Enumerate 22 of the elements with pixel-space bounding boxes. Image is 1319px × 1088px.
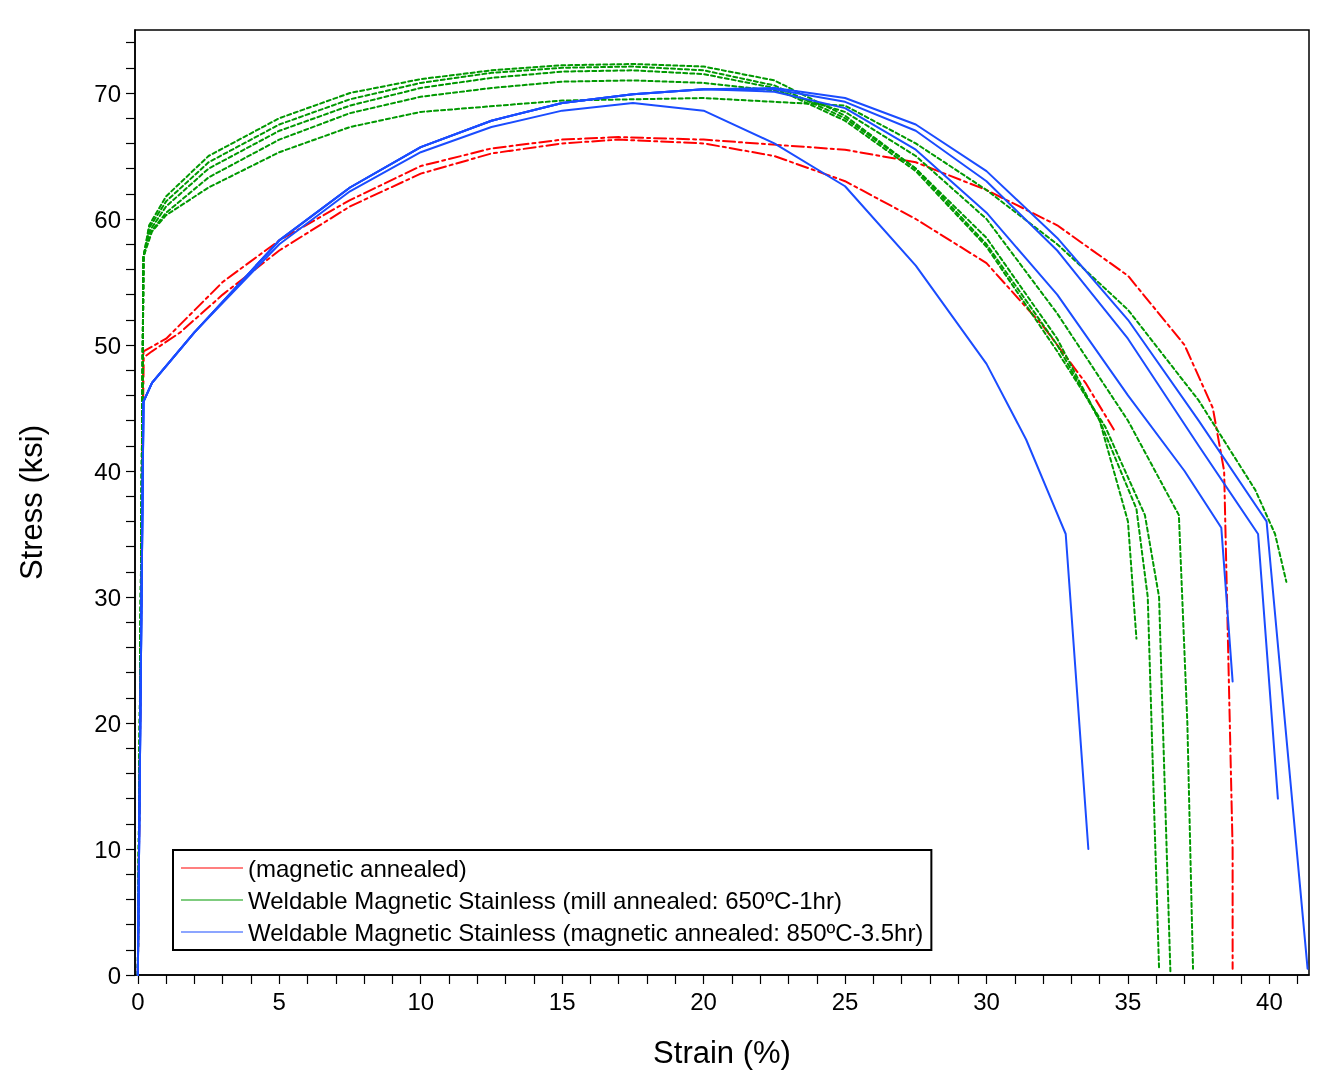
- x-tick-label: 40: [1256, 987, 1283, 1015]
- legend-label: (magnetic annealed): [248, 854, 467, 882]
- y-tick-label: 30: [94, 583, 121, 611]
- legend-label: Weldable Magnetic Stainless (magnetic annealed: 850ºC-3.5hr): [248, 918, 924, 946]
- y-tick-label: 70: [94, 79, 121, 107]
- y-tick-label: 60: [94, 205, 121, 233]
- y-tick-label: 0: [107, 961, 121, 989]
- y-tick-label: 10: [94, 835, 121, 863]
- x-tick-label: 15: [548, 987, 576, 1015]
- x-tick-label: 0: [131, 987, 145, 1015]
- x-tick-label: 20: [690, 987, 717, 1015]
- y-tick-label: 50: [94, 331, 121, 359]
- y-axis-title: Stress (ksi): [14, 425, 49, 580]
- y-tick-label: 40: [94, 457, 121, 485]
- x-tick-label: 30: [973, 987, 1000, 1015]
- x-tick-label: 35: [1114, 987, 1142, 1015]
- x-tick-label: 25: [831, 987, 859, 1015]
- x-tick-label: 5: [272, 987, 286, 1015]
- legend-label: Weldable Magnetic Stainless (mill annealed: 650ºC-1hr): [248, 886, 842, 914]
- y-tick-label: 20: [94, 709, 121, 737]
- x-tick-label: 10: [407, 987, 435, 1015]
- x-axis-title: Strain (%): [653, 1035, 791, 1070]
